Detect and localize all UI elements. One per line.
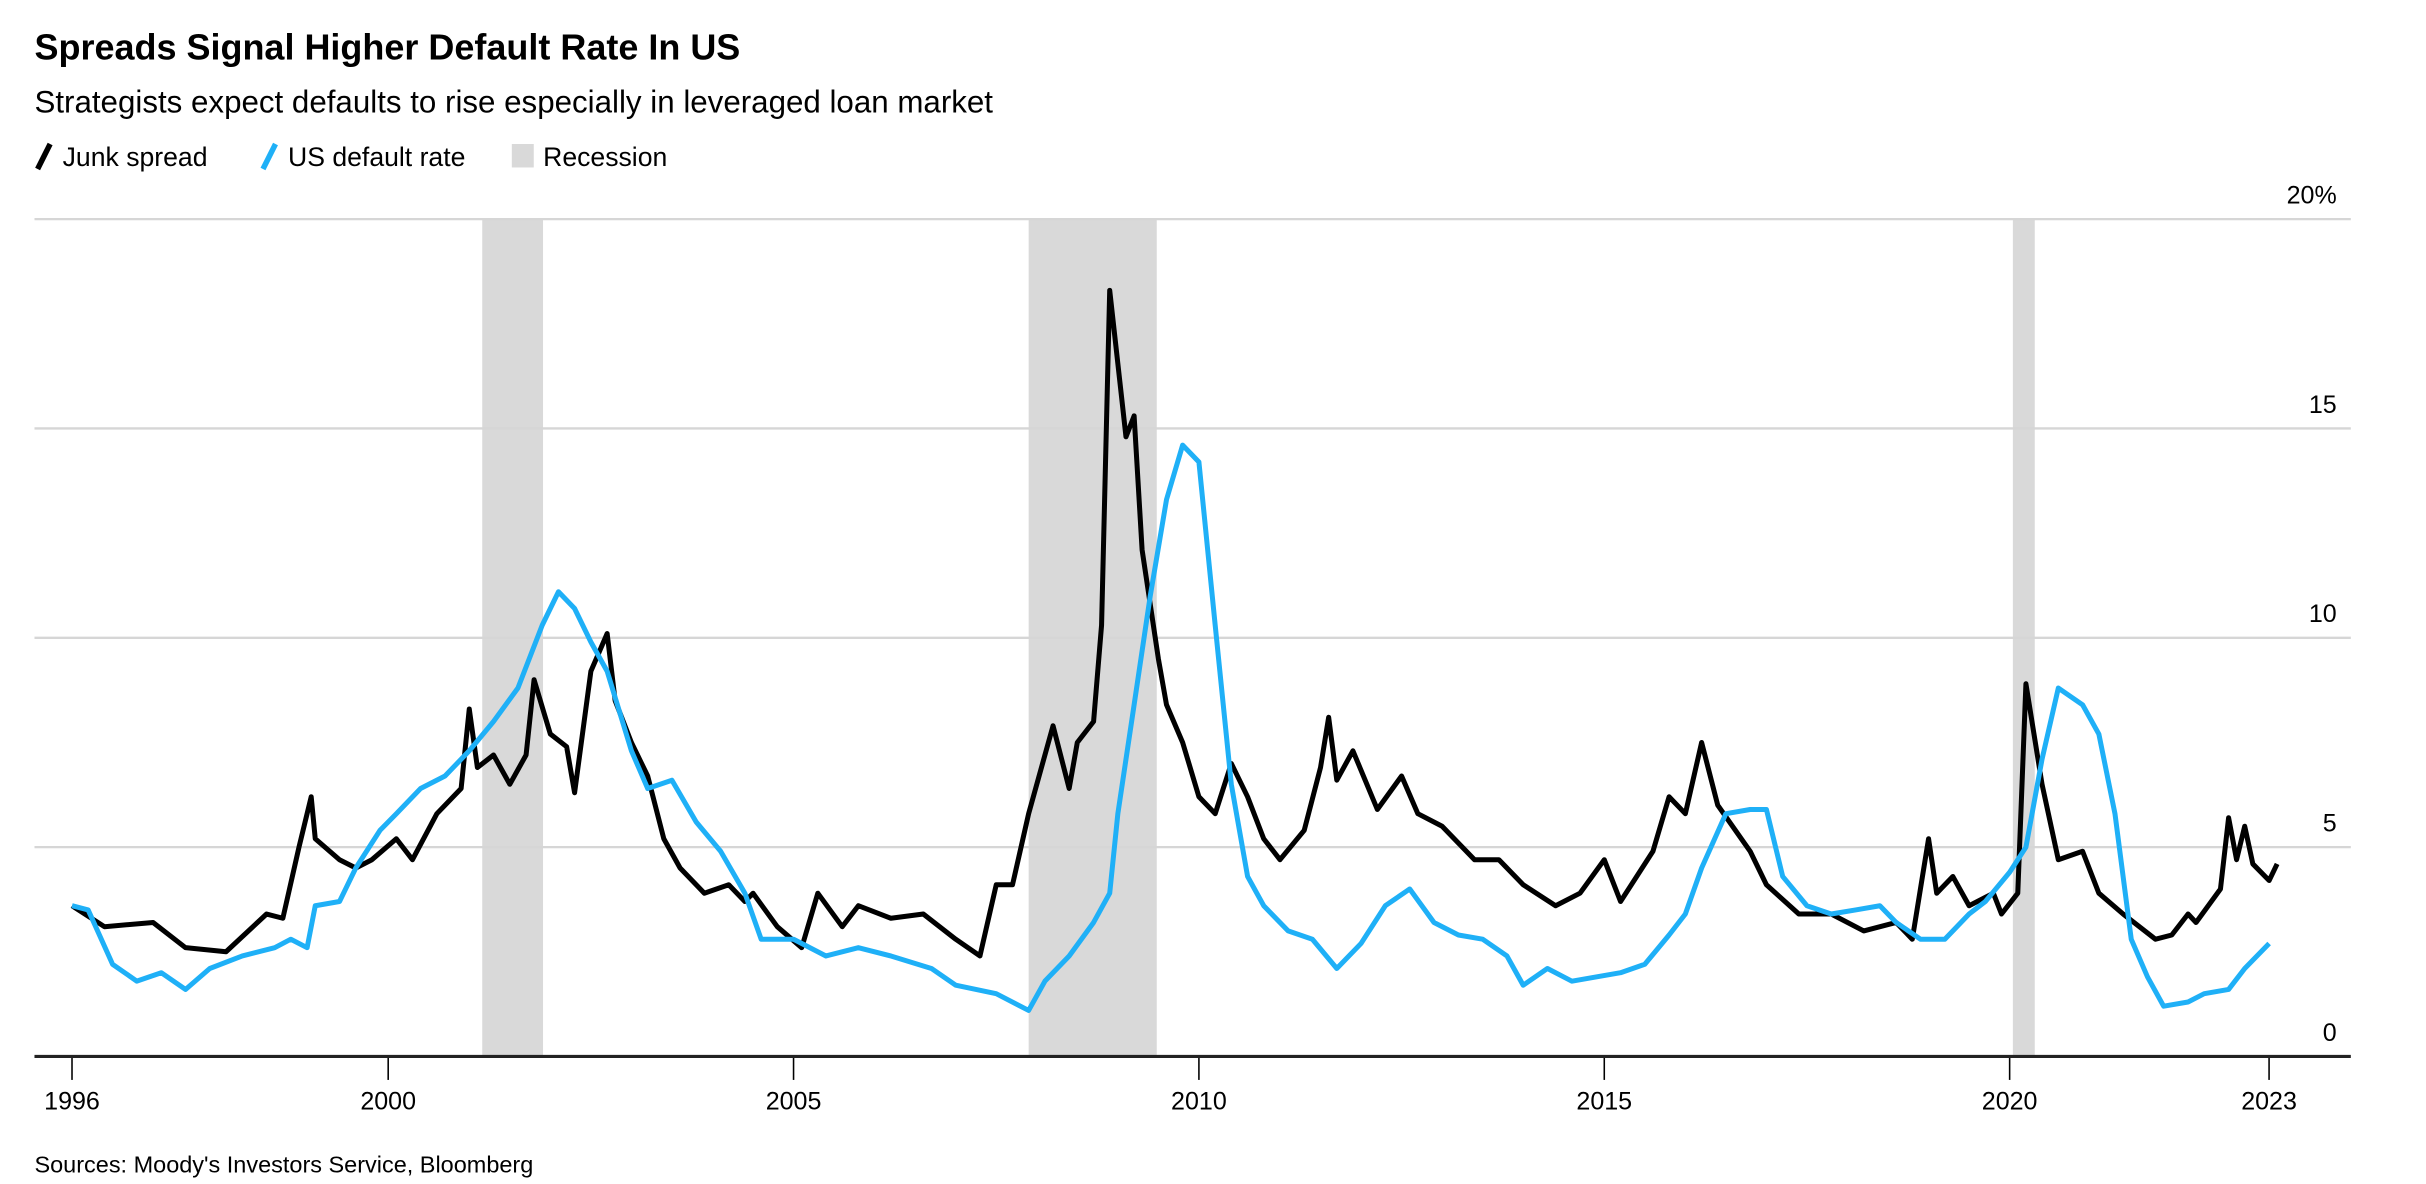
legend-recession-swatch	[511, 143, 534, 168]
junk-series-line	[70, 287, 2280, 959]
x-tick-label: 2005	[766, 1088, 822, 1116]
y-tick-label: 20%	[2287, 181, 2337, 209]
y-tick-label: 0	[2323, 1019, 2337, 1047]
x-tick-label: 1996	[44, 1088, 100, 1116]
chart-subtitle: Strategists expect defaults to rise espe…	[34, 85, 993, 120]
x-tick-label: 2015	[1576, 1088, 1632, 1116]
x-tick-label: 2010	[1171, 1088, 1227, 1116]
source-note: Sources: Moody's Investors Service, Bloo…	[34, 1151, 533, 1177]
y-axis-labels: 20% 15 10 5 0	[2287, 181, 2337, 1046]
legend-junk-swatch	[35, 142, 53, 171]
legend-default-label: US default rate	[288, 142, 465, 172]
legend-recession-label: Recession	[543, 142, 667, 172]
x-tick-label: 2023	[2241, 1088, 2297, 1116]
y-tick-label: 10	[2309, 600, 2337, 628]
default-series-line	[71, 442, 2271, 1013]
legend-junk-label: Junk spread	[63, 142, 208, 172]
legend: Junk spread US default rate Recession	[35, 142, 667, 172]
chart-title: Spreads Signal Higher Default Rate In US	[34, 26, 740, 67]
gridlines	[34, 217, 2351, 849]
x-tick-label: 2020	[1982, 1088, 2038, 1116]
y-tick-label: 15	[2309, 391, 2337, 419]
series-lines	[70, 287, 2280, 1013]
x-tick-label: 2000	[360, 1088, 416, 1116]
x-axis-ticks: 1996 2000 2005 2010 2015 2020 2023	[44, 1058, 2297, 1116]
y-tick-label: 5	[2323, 809, 2337, 837]
legend-default-swatch	[260, 142, 278, 171]
